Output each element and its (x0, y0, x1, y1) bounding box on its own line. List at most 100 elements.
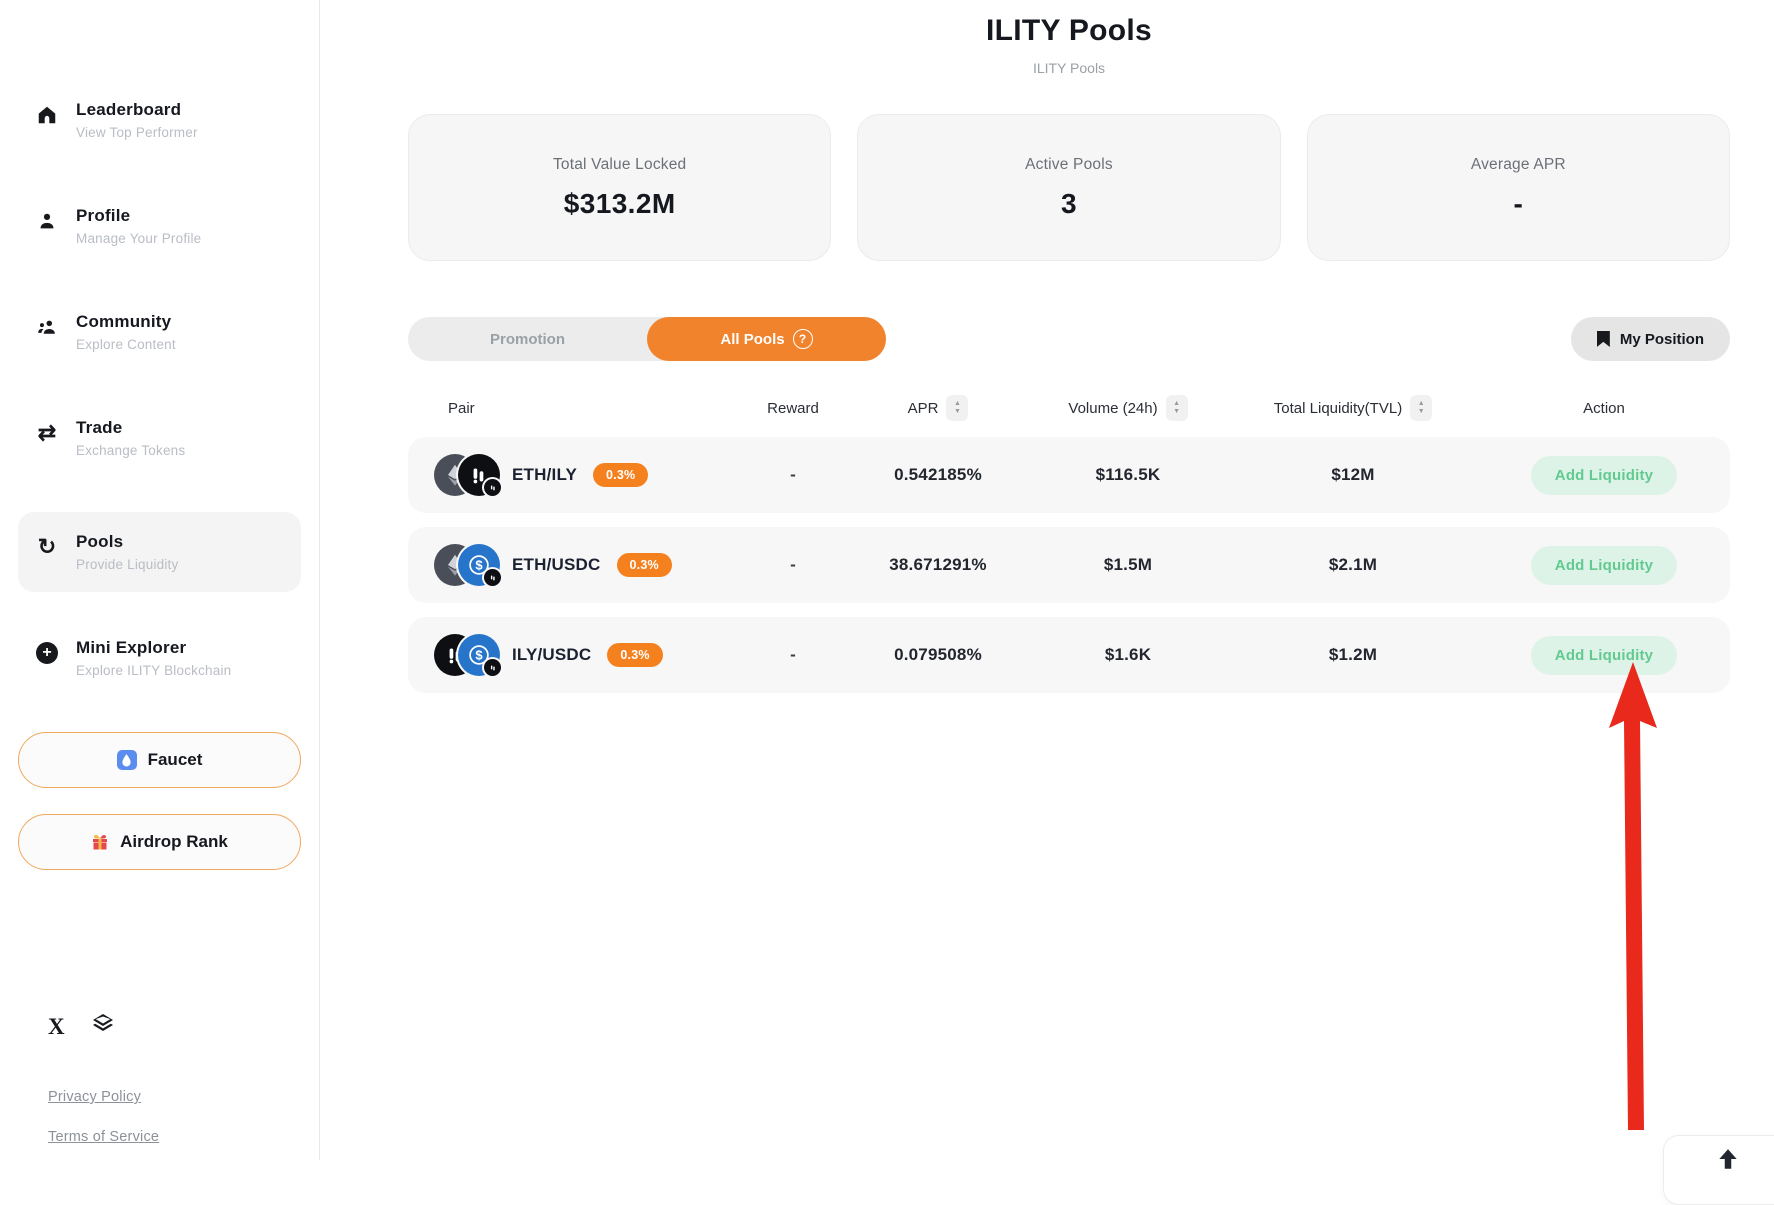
token-pair-icons: $ (434, 543, 501, 587)
token-pair-icons: $ (434, 633, 501, 677)
sidebar-item-label: Mini Explorer (76, 638, 187, 657)
user-icon (34, 208, 60, 234)
airdrop-rank-button[interactable]: Airdrop Rank (18, 814, 301, 870)
stat-value: 3 (1061, 187, 1077, 219)
gift-icon (91, 833, 109, 851)
stat-value: $313.2M (563, 187, 676, 219)
pool-row-eth-ily[interactable]: ETH/ILY 0.3% - 0.542185% $116.5K $12M Ad… (408, 437, 1730, 513)
svg-text:$: $ (475, 648, 483, 663)
sidebar-item-label: Community (76, 312, 172, 331)
pool-row-ily-usdc[interactable]: $ ILY/USDC 0.3% - 0.079508% $1.6K $1.2M … (408, 617, 1730, 693)
volume-value: $1.5M (1103, 555, 1153, 574)
sidebar-item-mini-explorer[interactable]: + Mini Explorer Explore ILITY Blockchain (18, 626, 301, 690)
my-position-button[interactable]: My Position (1570, 317, 1730, 361)
sidebar-item-label: Leaderboard (76, 100, 182, 119)
usdc-token-icon: $ (458, 634, 500, 676)
stat-card-tvl: Total Value Locked $313.2M (408, 114, 832, 261)
sidebar-item-sublabel: Exchange Tokens (76, 443, 186, 458)
help-icon[interactable]: ? (792, 329, 813, 349)
sort-apr-button[interactable]: ▲ ▼ (946, 395, 969, 421)
apr-value: 0.542185% (894, 465, 982, 484)
sidebar-item-sublabel: Provide Liquidity (76, 557, 179, 572)
reward-value: - (790, 555, 796, 574)
chain-badge-icon (484, 479, 501, 496)
column-header-apr: APR ▲ ▼ (848, 395, 1028, 421)
sidebar-item-label: Trade (76, 418, 123, 437)
sidebar-item-profile[interactable]: Profile Manage Your Profile (18, 194, 301, 258)
faucet-button[interactable]: Faucet (18, 732, 301, 788)
tvl-value: $2.1M (1328, 555, 1378, 574)
controls-row: Promotion All Pools ? My Position (408, 317, 1730, 361)
column-header-action: Action (1583, 399, 1625, 417)
column-header-tvl: Total Liquidity(TVL) ▲ ▼ (1228, 395, 1478, 421)
token-pair-icons (434, 453, 501, 497)
column-header-reward: Reward (767, 399, 819, 417)
pools-tab-group: Promotion All Pools ? (408, 317, 886, 361)
bookmark-icon (1596, 331, 1610, 347)
pair-name: ETH/USDC (512, 555, 601, 574)
svg-text:$: $ (475, 558, 483, 573)
page-subtitle: ILITY Pools (1032, 60, 1106, 76)
sidebar-item-trade[interactable]: ⇄ Trade Exchange Tokens (18, 406, 301, 470)
stat-card-active-pools: Active Pools 3 (857, 114, 1281, 261)
volume-value: $1.6K (1104, 645, 1152, 664)
volume-value: $116.5K (1095, 465, 1161, 484)
scroll-to-top-button[interactable] (1663, 1135, 1774, 1205)
reward-value: - (790, 645, 796, 664)
fee-badge: 0.3% (607, 643, 663, 667)
pair-name: ETH/ILY (512, 465, 578, 484)
tab-promotion[interactable]: Promotion (490, 330, 565, 348)
add-liquidity-button[interactable]: Add Liquidity (1530, 455, 1678, 495)
sidebar-item-leaderboard[interactable]: Leaderboard View Top Performer (18, 88, 301, 152)
airdrop-rank-label: Airdrop Rank (120, 832, 228, 851)
faucet-button-label: Faucet (147, 750, 203, 769)
sidebar-item-pools[interactable]: ↻ Pools Provide Liquidity (18, 512, 301, 592)
pools-table-header: Pair Reward APR ▲ ▼ Volume (24h) ▲ ▼ Total… (408, 395, 1730, 437)
stat-label: Average APR (1470, 155, 1566, 173)
x-twitter-icon[interactable]: X (48, 1013, 65, 1039)
terms-of-service-link[interactable]: Terms of Service (48, 1129, 160, 1145)
chain-badge-icon (484, 659, 501, 676)
tab-all-pools-label: All Pools (720, 330, 785, 348)
faucet-icon (116, 750, 137, 770)
chain-badge-icon (484, 569, 501, 586)
docs-stack-icon[interactable] (91, 1012, 115, 1041)
my-position-label: My Position (1619, 330, 1704, 348)
tvl-value: $1.2M (1328, 645, 1378, 664)
sidebar: Leaderboard View Top Performer Profile M… (0, 0, 320, 1160)
sidebar-item-sublabel: Manage Your Profile (76, 231, 202, 246)
sidebar-item-label: Profile (76, 206, 131, 225)
sidebar-footer: X Privacy Policy Terms of Service (48, 1012, 160, 1146)
users-icon (34, 314, 60, 340)
stats-row: Total Value Locked $313.2M Active Pools … (408, 114, 1730, 261)
sidebar-item-community[interactable]: Community Explore Content (18, 300, 301, 364)
sidebar-item-sublabel: View Top Performer (76, 125, 198, 140)
column-header-pair: Pair (448, 399, 475, 417)
tvl-value: $12M (1331, 465, 1375, 484)
home-icon (34, 102, 60, 128)
tab-all-pools[interactable]: All Pools ? (647, 317, 886, 361)
fee-badge: 0.3% (593, 463, 649, 487)
column-header-volume: Volume (24h) ▲ ▼ (1028, 395, 1228, 421)
swap-arrows-icon: ⇄ (37, 420, 57, 445)
page-title: ILITY Pools (985, 14, 1153, 47)
sort-volume-button[interactable]: ▲ ▼ (1165, 395, 1188, 421)
add-liquidity-button[interactable]: Add Liquidity (1530, 545, 1678, 585)
reward-value: - (790, 465, 796, 484)
pair-name: ILY/USDC (512, 645, 592, 664)
pool-row-eth-usdc[interactable]: $ ETH/USDC 0.3% - 38.671291% $1.5M $2.1M… (408, 527, 1730, 603)
sort-tvl-button[interactable]: ▲ ▼ (1410, 395, 1433, 421)
arrow-up-icon (1719, 1149, 1737, 1169)
stat-label: Total Value Locked (552, 155, 687, 173)
add-liquidity-button[interactable]: Add Liquidity (1530, 635, 1678, 675)
sidebar-item-sublabel: Explore ILITY Blockchain (76, 663, 232, 678)
main-content: ILITY Pools ILITY Pools Total Value Lock… (320, 0, 1774, 1160)
apr-value: 38.671291% (889, 555, 987, 574)
privacy-policy-link[interactable]: Privacy Policy (48, 1089, 142, 1105)
sidebar-item-sublabel: Explore Content (76, 337, 176, 352)
stat-label: Active Pools (1025, 155, 1113, 173)
refresh-icon: ↻ (37, 534, 57, 559)
stat-card-average-apr: Average APR - (1306, 114, 1730, 261)
plus-circle-icon: + (34, 640, 60, 666)
